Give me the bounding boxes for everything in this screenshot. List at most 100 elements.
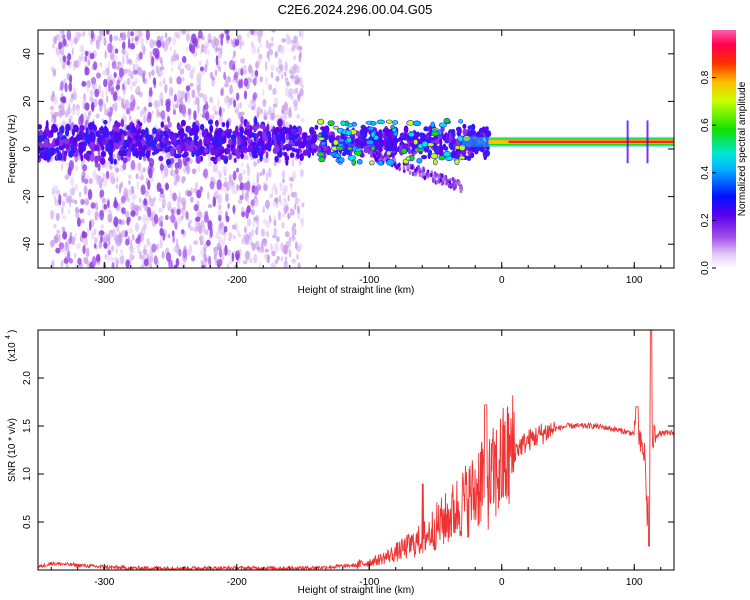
noise-speckle bbox=[273, 228, 277, 237]
band-dot bbox=[195, 156, 202, 164]
noise-speckle bbox=[155, 64, 159, 75]
noise-speckle bbox=[256, 220, 259, 229]
band-dot bbox=[423, 126, 429, 132]
noise-speckle bbox=[273, 242, 279, 253]
band-dot bbox=[38, 124, 43, 130]
branch-dot bbox=[414, 168, 417, 173]
band-dot bbox=[221, 121, 226, 128]
noise-speckle bbox=[270, 112, 275, 121]
noise-speckle bbox=[196, 72, 202, 83]
noise-dot bbox=[227, 202, 230, 210]
bright-blob bbox=[347, 122, 353, 128]
noise-speckle bbox=[196, 96, 200, 107]
noise-speckle bbox=[293, 35, 297, 45]
band-dot bbox=[252, 124, 259, 132]
noise-dot bbox=[76, 217, 81, 227]
noise-dot bbox=[130, 31, 134, 37]
bright-blob bbox=[421, 140, 429, 148]
band-dot bbox=[138, 154, 142, 161]
noise-speckle bbox=[291, 170, 297, 181]
noise-speckle bbox=[53, 185, 59, 191]
noise-dot bbox=[103, 78, 108, 88]
branch-dot bbox=[450, 183, 453, 188]
noise-speckle bbox=[274, 50, 278, 59]
noise-speckle bbox=[252, 160, 257, 167]
noise-dot bbox=[107, 42, 113, 54]
noise-speckle bbox=[194, 96, 198, 105]
strong-line-red bbox=[508, 140, 674, 144]
noise-speckle bbox=[119, 249, 124, 255]
branch-dot bbox=[423, 175, 427, 181]
noise-speckle bbox=[259, 172, 263, 177]
band-dot bbox=[235, 148, 240, 156]
noise-speckle bbox=[240, 162, 244, 167]
noise-dot bbox=[210, 227, 213, 238]
noise-speckle bbox=[50, 117, 54, 123]
noise-speckle bbox=[241, 169, 246, 175]
band-dot bbox=[180, 119, 186, 127]
noise-dot bbox=[159, 163, 165, 171]
noise-speckle bbox=[207, 191, 210, 200]
x-tick-label: -100 bbox=[359, 577, 379, 588]
noise-speckle bbox=[195, 221, 200, 228]
noise-dot bbox=[193, 110, 197, 121]
noise-speckle bbox=[271, 250, 276, 257]
branch-dot bbox=[370, 153, 373, 158]
band-dot bbox=[65, 142, 70, 150]
noise-speckle bbox=[299, 30, 302, 38]
branch-dot bbox=[422, 168, 426, 173]
noise-speckle bbox=[284, 63, 288, 72]
bright-blob bbox=[367, 126, 375, 131]
band-dot bbox=[396, 138, 401, 143]
noise-dot bbox=[61, 42, 65, 48]
band-dot bbox=[170, 146, 175, 156]
band-dot bbox=[57, 152, 63, 161]
noise-dot bbox=[190, 44, 196, 54]
noise-dot bbox=[205, 210, 209, 221]
band-dot bbox=[199, 145, 204, 153]
noise-dot bbox=[235, 92, 240, 101]
bright-blob bbox=[377, 160, 384, 166]
noise-speckle bbox=[126, 54, 129, 65]
noise-dot bbox=[168, 259, 173, 268]
noise-speckle bbox=[266, 203, 269, 211]
noise-dot bbox=[184, 92, 188, 103]
noise-speckle bbox=[251, 228, 255, 237]
noise-dot bbox=[243, 90, 247, 100]
noise-speckle bbox=[281, 73, 284, 80]
noise-speckle bbox=[237, 229, 240, 238]
noise-dot bbox=[199, 186, 203, 193]
noise-dot bbox=[148, 167, 153, 179]
noise-speckle bbox=[269, 194, 273, 199]
noise-dot bbox=[66, 30, 72, 41]
noise-speckle bbox=[214, 110, 219, 116]
noise-speckle bbox=[188, 114, 192, 121]
band-dot bbox=[63, 152, 67, 162]
noise-speckle bbox=[110, 52, 115, 61]
noise-speckle bbox=[228, 174, 232, 184]
band-dot bbox=[175, 144, 181, 151]
branch-dot bbox=[393, 162, 397, 167]
band-dot bbox=[442, 143, 447, 150]
noise-dot bbox=[152, 77, 157, 85]
bright-blob bbox=[346, 136, 352, 144]
noise-speckle bbox=[146, 253, 149, 261]
noise-speckle bbox=[99, 30, 103, 35]
noise-speckle bbox=[193, 240, 199, 245]
band-dot bbox=[170, 133, 177, 142]
branch-dot bbox=[458, 185, 462, 190]
noise-speckle bbox=[162, 203, 165, 209]
noise-speckle bbox=[194, 225, 198, 233]
band-dot bbox=[254, 117, 258, 126]
band-dot bbox=[101, 137, 107, 145]
band-dot bbox=[72, 137, 77, 147]
noise-speckle bbox=[180, 207, 184, 215]
noise-speckle bbox=[79, 44, 85, 53]
noise-speckle bbox=[121, 48, 126, 55]
snr-y-axis-label: SNR (10 * v/v) bbox=[7, 418, 18, 482]
noise-dot bbox=[84, 50, 89, 57]
noise-dot bbox=[245, 208, 249, 219]
branch-dot bbox=[421, 171, 425, 177]
band-dot bbox=[192, 121, 197, 130]
